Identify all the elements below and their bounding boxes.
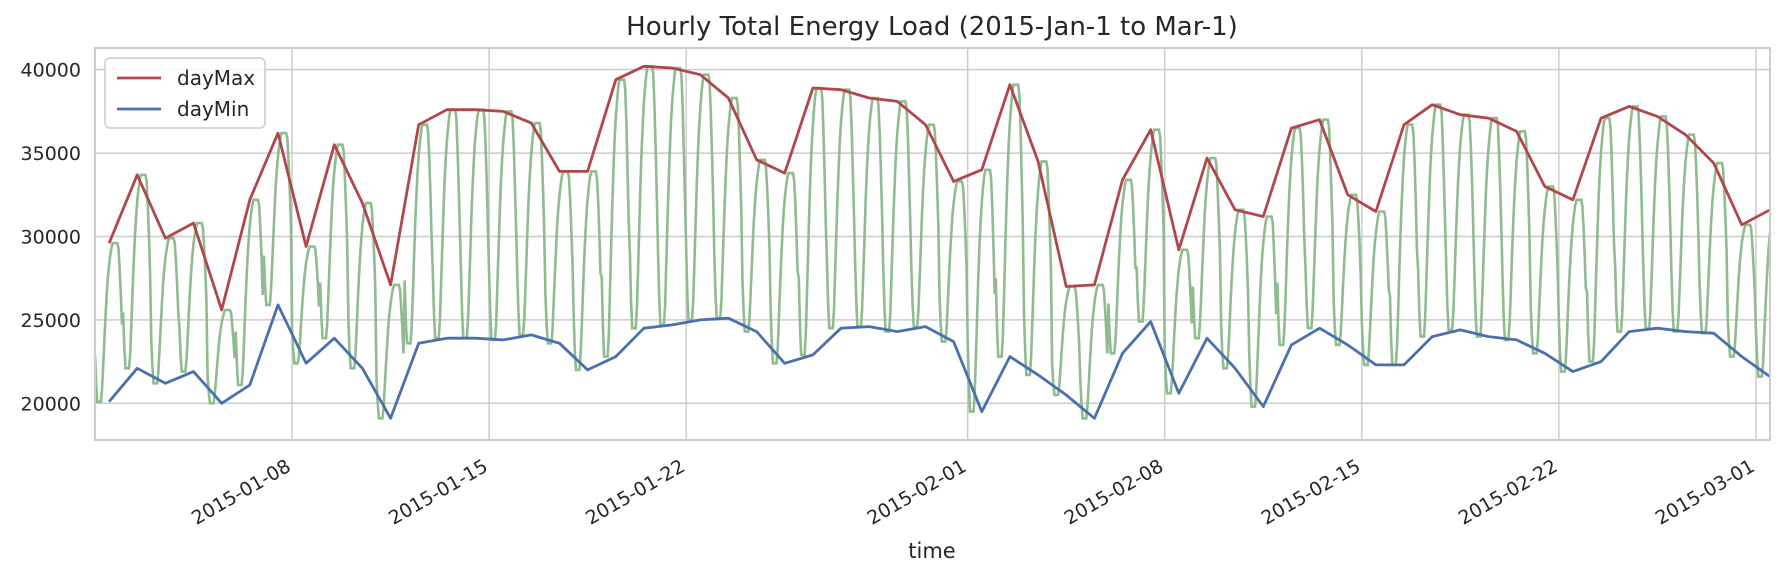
- y-tick-labels: 20000 25000 30000 35000 40000: [21, 60, 81, 416]
- series-line-dayMax: [107, 64, 1771, 312]
- series-line-dayMin: [108, 303, 1771, 420]
- x-tick-label: 2015-01-15: [385, 455, 492, 529]
- hourly-load-line: [93, 65, 1772, 420]
- x-tick-label: 2015-02-15: [1258, 455, 1365, 529]
- legend: dayMax dayMin: [104, 57, 266, 129]
- x-tick-label: 2015-02-22: [1455, 455, 1562, 529]
- y-tick-label: 40000: [21, 60, 81, 82]
- x-tick-label: 2015-01-08: [188, 455, 295, 529]
- legend-box: [104, 57, 266, 129]
- legend-label-dayMax: dayMax: [177, 66, 255, 90]
- y-tick-label: 25000: [21, 310, 81, 332]
- y-tick-label: 20000: [21, 393, 81, 415]
- x-tick-label: 2015-02-01: [864, 455, 971, 529]
- x-tick-label: 2015-03-01: [1652, 455, 1759, 529]
- y-tick-label: 30000: [21, 226, 81, 248]
- legend-label-dayMin: dayMin: [177, 97, 249, 121]
- x-axis-label: time: [908, 539, 955, 563]
- x-tick-labels: 2015-01-08 2015-01-15 2015-01-22 2015-02-01…: [188, 455, 1758, 529]
- plot-frame: [94, 47, 1771, 441]
- x-tick-label: 2015-01-22: [582, 455, 689, 529]
- hourly-load-series: [93, 65, 1772, 420]
- y-tick-label: 35000: [21, 143, 81, 165]
- series-lines: [107, 64, 1771, 420]
- chart-title: Hourly Total Energy Load (2015-Jan-1 to …: [626, 12, 1238, 42]
- x-tick-label: 2015-02-08: [1061, 455, 1168, 529]
